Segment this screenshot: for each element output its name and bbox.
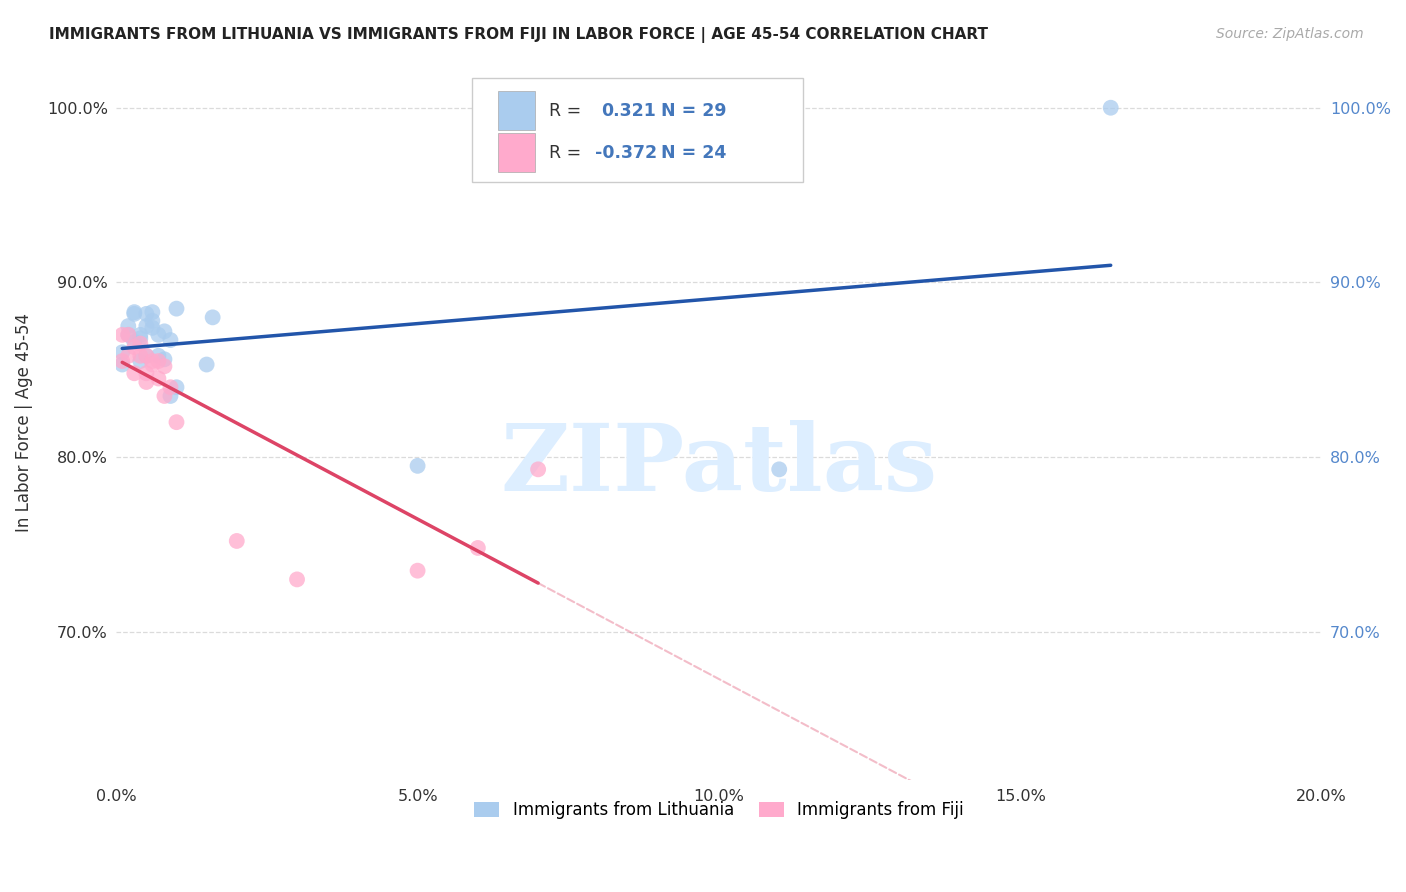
Point (124, 340, 146, 354)
Point (117, 327, 139, 342)
Point (768, 462, 790, 476)
Point (111, 327, 134, 342)
Point (159, 333, 181, 347)
Point (135, 307, 157, 321)
Point (135, 366, 157, 380)
Point (129, 354, 152, 368)
Text: ZIPatlas: ZIPatlas (501, 420, 938, 510)
Point (129, 336, 152, 351)
Point (141, 321, 163, 335)
Point (467, 541, 489, 555)
Point (148, 327, 170, 342)
Text: 0.321: 0.321 (600, 102, 655, 120)
Point (111, 354, 134, 368)
Point (141, 305, 163, 319)
Point (195, 358, 218, 372)
Text: N = 24: N = 24 (661, 144, 727, 161)
Point (148, 354, 170, 368)
Point (141, 314, 163, 328)
Text: R =: R = (548, 144, 581, 161)
Point (153, 352, 176, 367)
Point (141, 358, 163, 372)
Point (406, 564, 429, 578)
Point (1099, 101, 1122, 115)
Point (124, 334, 146, 349)
Point (406, 458, 429, 473)
Point (159, 389, 181, 403)
Point (153, 389, 176, 403)
Point (166, 301, 188, 316)
Point (129, 327, 152, 342)
Point (166, 380, 188, 394)
Point (117, 349, 139, 363)
Point (117, 327, 139, 342)
Point (124, 307, 146, 321)
Text: R =: R = (548, 102, 581, 120)
Text: N = 29: N = 29 (661, 102, 727, 120)
Point (159, 380, 181, 394)
Point (201, 310, 224, 325)
Point (117, 319, 139, 334)
Point (135, 375, 157, 389)
Point (148, 371, 170, 385)
Point (148, 349, 170, 363)
Legend: Immigrants from Lithuania, Immigrants from Fiji: Immigrants from Lithuania, Immigrants fr… (468, 795, 970, 826)
FancyBboxPatch shape (472, 78, 803, 182)
Point (225, 533, 247, 548)
Point (285, 573, 308, 587)
Text: IMMIGRANTS FROM LITHUANIA VS IMMIGRANTS FROM FIJI IN LABOR FORCE | AGE 45-54 COR: IMMIGRANTS FROM LITHUANIA VS IMMIGRANTS … (49, 27, 988, 43)
Point (153, 359, 176, 374)
Point (111, 345, 134, 359)
FancyBboxPatch shape (498, 133, 534, 172)
Point (135, 319, 157, 334)
Point (111, 358, 134, 372)
Point (129, 349, 152, 363)
Point (527, 462, 550, 476)
Text: -0.372: -0.372 (595, 144, 657, 161)
Text: Source: ZipAtlas.com: Source: ZipAtlas.com (1216, 27, 1364, 41)
Point (124, 366, 146, 380)
Point (129, 331, 152, 345)
Point (166, 415, 188, 429)
Point (124, 305, 146, 319)
FancyBboxPatch shape (498, 91, 534, 130)
Point (135, 349, 157, 363)
Y-axis label: In Labor Force | Age 45-54: In Labor Force | Age 45-54 (15, 313, 32, 532)
Point (153, 324, 176, 338)
Point (135, 349, 157, 363)
Point (141, 354, 163, 368)
